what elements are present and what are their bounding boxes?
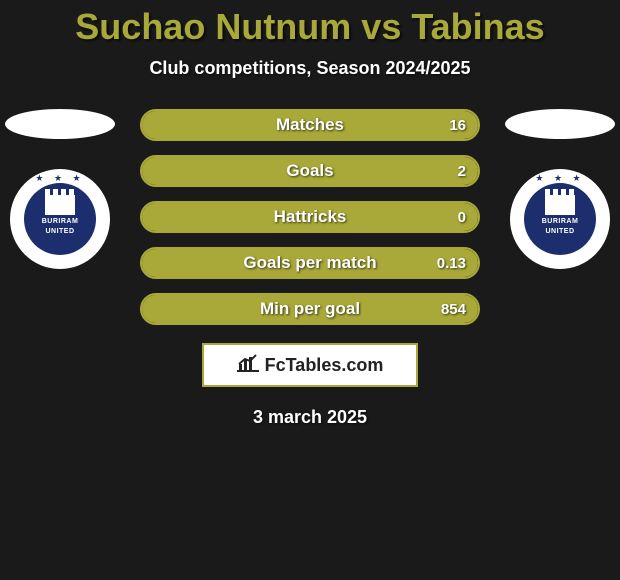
stat-label: Goals (142, 161, 478, 181)
chart-icon (237, 354, 259, 377)
player-right-column: ★ ★ ★ BURIRAM UNITED (505, 109, 615, 269)
content-area: ★ ★ ★ BURIRAM UNITED ★ ★ ★ BURIRAM UNITE… (0, 109, 620, 428)
stat-label: Hattricks (142, 207, 478, 227)
branding-box: FcTables.com (202, 343, 418, 387)
stat-row: 2Goals (140, 155, 480, 187)
castle-icon (545, 195, 575, 215)
castle-icon (45, 195, 75, 215)
stat-label: Goals per match (142, 253, 478, 273)
stat-label: Min per goal (142, 299, 478, 319)
page-title: Suchao Nutnum vs Tabinas (0, 0, 620, 48)
player-right-avatar (505, 109, 615, 139)
stat-row: 854Min per goal (140, 293, 480, 325)
subtitle: Club competitions, Season 2024/2025 (0, 58, 620, 79)
badge-inner: BURIRAM UNITED (24, 183, 96, 255)
badge-inner: BURIRAM UNITED (524, 183, 596, 255)
club-name-right: BURIRAM (542, 218, 579, 225)
stat-label: Matches (142, 115, 478, 135)
player-left-avatar (5, 109, 115, 139)
player-left-column: ★ ★ ★ BURIRAM UNITED (5, 109, 115, 269)
branding-text: FcTables.com (265, 355, 384, 376)
date-label: 3 march 2025 (0, 407, 620, 428)
club-sub-left: UNITED (45, 228, 74, 235)
player-right-club-badge: ★ ★ ★ BURIRAM UNITED (510, 169, 610, 269)
club-sub-right: UNITED (545, 228, 574, 235)
stat-row: 0.13Goals per match (140, 247, 480, 279)
comparison-card: Suchao Nutnum vs Tabinas Club competitio… (0, 0, 620, 580)
stat-rows: 16Matches 2Goals 0Hattricks 0.13Goals per m… (140, 109, 480, 325)
club-name-left: BURIRAM (42, 218, 79, 225)
stat-row: 0Hattricks (140, 201, 480, 233)
stat-row: 16Matches (140, 109, 480, 141)
player-left-club-badge: ★ ★ ★ BURIRAM UNITED (10, 169, 110, 269)
